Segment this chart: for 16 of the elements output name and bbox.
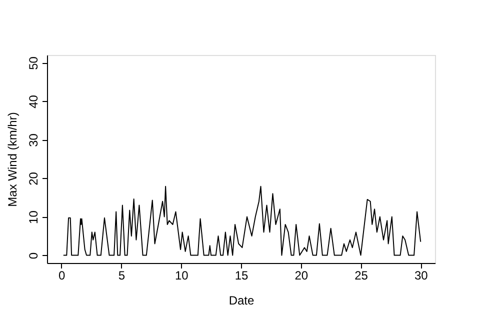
y-tick-label: 10	[26, 210, 40, 224]
x-tick-label: 10	[174, 268, 189, 282]
y-axis-title: Max Wind (km/hr)	[6, 112, 20, 207]
y-tick-label: 20	[26, 172, 40, 186]
line-series	[62, 186, 422, 256]
x-tick-label: 20	[294, 268, 308, 282]
x-tick-label: 5	[118, 268, 126, 282]
x-tick-label: 25	[354, 268, 368, 282]
y-tick-label: 50	[26, 56, 40, 70]
x-axis-title: Date	[228, 294, 254, 308]
y-tick-label: 0	[26, 252, 40, 260]
x-tick-label: 0	[58, 268, 66, 282]
y-tick-label: 30	[26, 133, 40, 147]
x-tick-label: 15	[234, 268, 248, 282]
y-tick-label: 40	[26, 94, 40, 108]
x-tick-label: 30	[414, 268, 428, 282]
